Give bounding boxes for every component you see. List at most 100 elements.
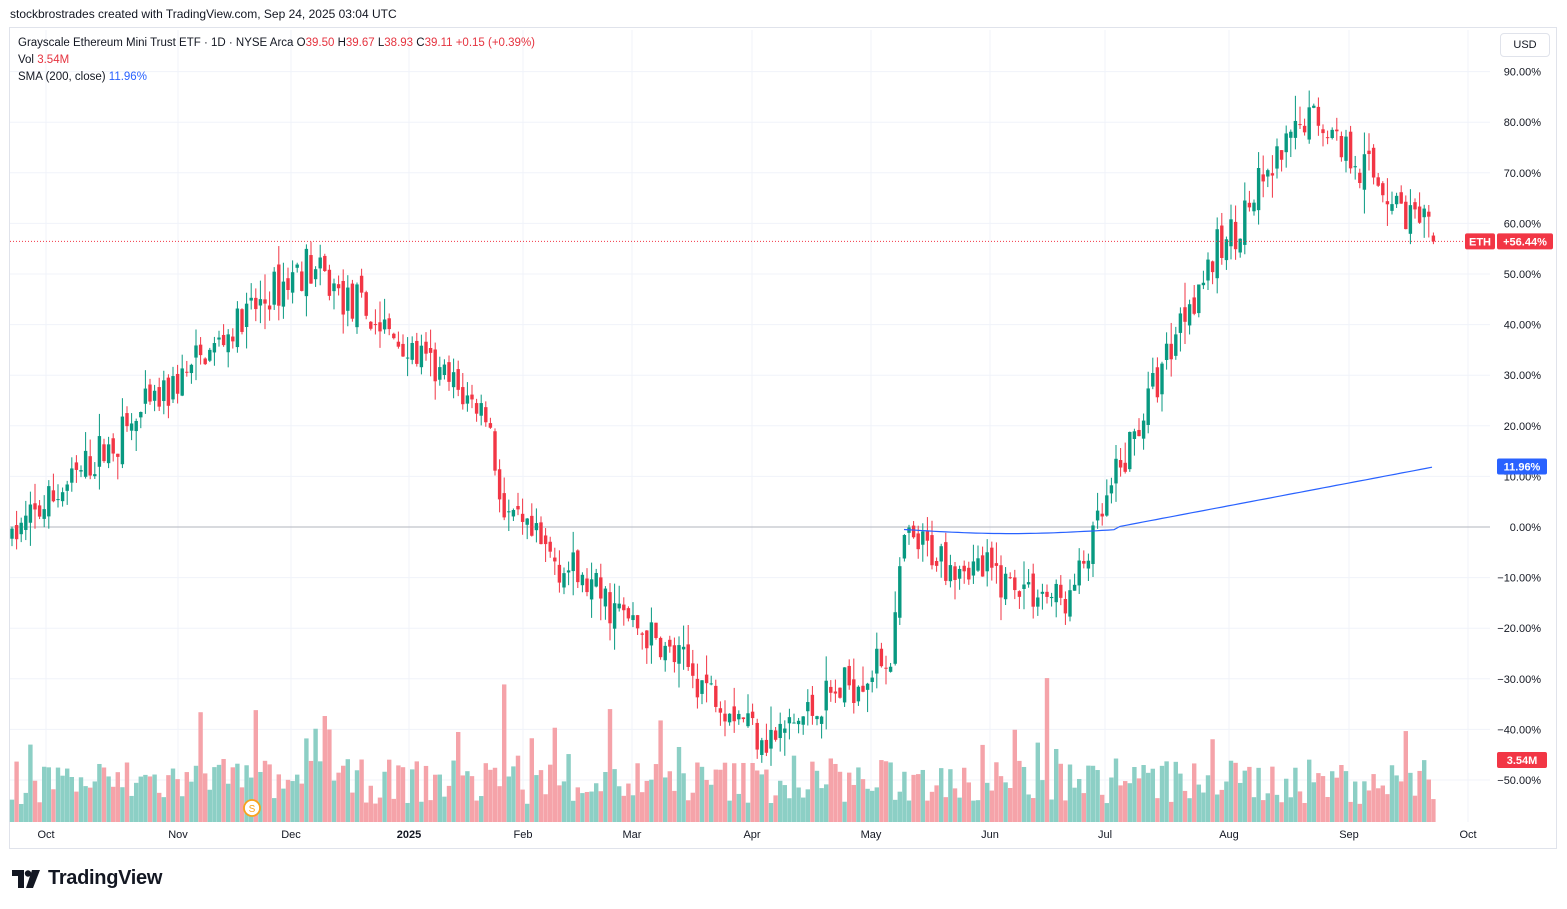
volume-bar: [1136, 778, 1142, 822]
volume-bar: [446, 785, 452, 822]
volume-bar: [1316, 773, 1321, 822]
candle-body: [1105, 495, 1109, 516]
volume-bar: [129, 795, 134, 822]
candle-body: [861, 685, 865, 692]
candle-body: [1059, 584, 1063, 598]
candle-body: [28, 504, 33, 523]
volume-bar: [207, 789, 212, 822]
currency-button[interactable]: USD: [1500, 33, 1550, 57]
candle-body: [1155, 367, 1160, 398]
candle-series: [10, 90, 1436, 766]
volume-bar: [14, 761, 19, 822]
candle-body: [332, 283, 336, 292]
volume-bar: [1026, 794, 1031, 822]
volume-bar: [1288, 797, 1293, 822]
candle-body: [139, 411, 143, 418]
grid-lines: [10, 30, 1490, 822]
candle-body: [355, 284, 359, 328]
candle-body: [125, 413, 129, 427]
candle-body: [364, 292, 368, 316]
candle-body: [116, 453, 120, 457]
candle-body: [51, 490, 56, 502]
volume-bar: [327, 729, 332, 822]
candle-body: [1197, 284, 1201, 314]
candle-body: [815, 716, 819, 720]
volume-bar: [437, 774, 442, 822]
candle-body: [198, 344, 203, 356]
volume-bar: [1063, 800, 1068, 822]
volume-bar: [216, 764, 222, 822]
candle-body: [249, 297, 253, 301]
candle-body: [916, 533, 920, 550]
volume-bar: [681, 773, 686, 822]
volume-label[interactable]: Vol: [18, 54, 34, 66]
candle-body: [686, 644, 690, 667]
volume-bar: [686, 800, 691, 822]
candle-body: [24, 515, 28, 530]
volume-bar: [69, 777, 74, 822]
candle-body: [649, 622, 654, 646]
candle-body: [548, 541, 552, 552]
volume-bar: [1215, 794, 1220, 822]
candle-body: [244, 303, 249, 327]
sma-label[interactable]: SMA (200, close): [18, 71, 106, 83]
price-scale-label: −40.00%: [1497, 724, 1541, 736]
candle-body: [576, 550, 580, 583]
volume-bar: [428, 800, 433, 822]
volume-bar: [23, 792, 28, 822]
volume-bar: [1417, 770, 1422, 822]
volume-bar: [1192, 763, 1197, 822]
candle-body: [106, 444, 111, 464]
volume-bar: [157, 792, 162, 822]
candle-body: [1183, 307, 1187, 322]
volume-bar: [552, 727, 557, 822]
volume-bar: [65, 768, 70, 822]
candle-body: [612, 603, 617, 629]
candle-body: [1408, 205, 1413, 234]
candle-body: [373, 324, 378, 326]
volume-bar: [1049, 799, 1054, 822]
volume-bar: [1021, 766, 1027, 822]
candle-body: [396, 341, 401, 347]
volume-bar: [451, 760, 456, 822]
volume-bar: [221, 758, 226, 822]
candle-body: [603, 588, 608, 607]
volume-bar: [1187, 798, 1192, 822]
volume-bar: [433, 774, 438, 822]
volume-bar: [318, 761, 323, 822]
volume-bar: [1081, 793, 1086, 822]
candle-body: [341, 280, 345, 315]
volume-bar: [143, 774, 148, 822]
candle-body: [792, 722, 796, 724]
candle-body: [37, 505, 42, 517]
symbol-title[interactable]: Grayscale Ethereum Mini Trust ETF · 1D ·…: [18, 37, 294, 49]
high-value: 39.67: [345, 37, 375, 49]
volume-bar: [1403, 731, 1408, 822]
chart-frame: [9, 27, 1557, 849]
volume-value-tag-text: 3.54M: [1507, 755, 1538, 767]
volume-bar: [897, 791, 902, 822]
volume-bar: [152, 774, 157, 822]
candle-body: [1394, 195, 1399, 205]
candle-body: [1164, 343, 1169, 360]
candle-body: [1353, 166, 1357, 168]
candle-body: [134, 420, 138, 432]
volume-bar: [906, 800, 912, 822]
volume-bar: [1343, 771, 1349, 822]
volume-bar: [60, 775, 65, 822]
volume-bar: [916, 774, 921, 822]
volume-bar: [768, 803, 774, 822]
volume-bar: [911, 774, 916, 822]
candle-body: [1017, 591, 1022, 597]
volume-bar: [893, 799, 898, 822]
candle-body: [484, 407, 488, 423]
volume-bar: [943, 797, 948, 822]
volume-bar: [414, 761, 419, 822]
candle-body: [493, 431, 497, 471]
volume-bar: [571, 800, 576, 822]
tradingview-logo[interactable]: TradingView: [12, 867, 162, 890]
candle-body: [281, 281, 286, 307]
candle-body: [787, 717, 792, 724]
volume-bar: [851, 784, 856, 822]
